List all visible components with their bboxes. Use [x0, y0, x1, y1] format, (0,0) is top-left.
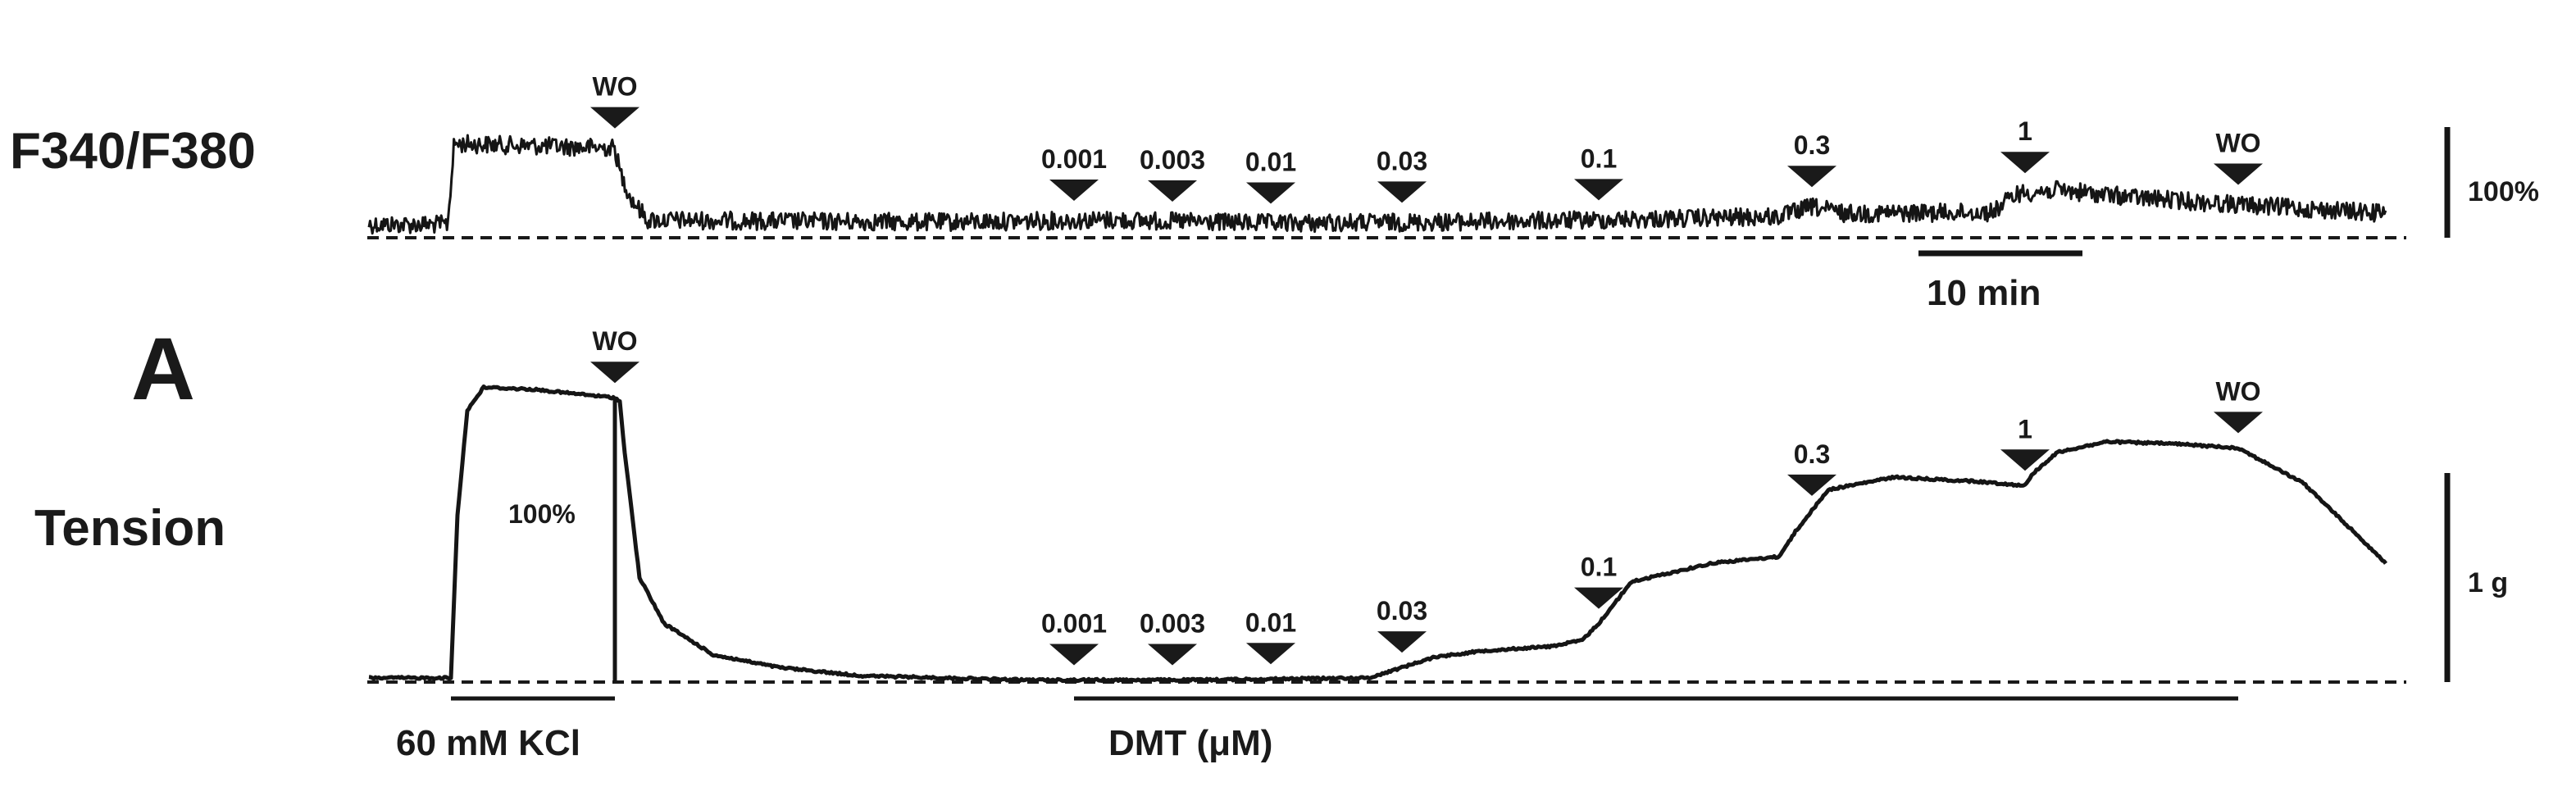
tension-marker-label-4: 0.03 — [1377, 596, 1427, 626]
f340-marker-label-4: 0.03 — [1377, 146, 1427, 175]
tension-scale-label: 1 g — [2468, 567, 2508, 598]
response-label: 100% — [508, 499, 576, 529]
f340-marker-label-7: 1 — [2018, 116, 2032, 146]
tension-marker-arrow-6 — [1787, 474, 1836, 496]
tension-marker-arrow-3 — [1246, 643, 1295, 665]
panel-label: A — [131, 319, 195, 418]
f340-marker-label-1: 0.001 — [1041, 144, 1107, 174]
f340-marker-label-0: WO — [592, 72, 637, 102]
tension-marker-arrow-1 — [1049, 644, 1099, 666]
dmt-treatment-label: DMT (μM) — [1108, 723, 1272, 763]
f340-trace — [367, 134, 2387, 235]
tension-marker-label-7: 1 — [2018, 414, 2032, 444]
f340-marker-arrow-1 — [1049, 179, 1099, 201]
tension-trace — [368, 384, 2388, 684]
f340-marker-label-2: 0.003 — [1140, 145, 1205, 175]
tension-marker-label-6: 0.3 — [1794, 439, 1830, 469]
tension-marker-arrow-7 — [2000, 449, 2050, 471]
tension-marker-label-3: 0.01 — [1245, 607, 1296, 637]
f340-markers: WO 0.001 0.003 0.01 0.03 0.1 0.3 1 WO — [590, 72, 2263, 204]
f340-marker-label-6: 0.3 — [1794, 130, 1830, 160]
f340-marker-arrow-5 — [1574, 179, 1623, 201]
f340-marker-arrow-2 — [1148, 180, 1197, 202]
f340-marker-arrow-3 — [1246, 182, 1295, 204]
f340-ylabel: F340/F380 — [10, 123, 256, 180]
kcl-treatment-label: 60 mM KCl — [396, 723, 580, 763]
tension-marker-arrow-4 — [1377, 631, 1427, 653]
tension-marker-label-0: WO — [592, 326, 637, 356]
f340-marker-arrow-4 — [1377, 181, 1427, 203]
f340-marker-arrow-8 — [2214, 163, 2263, 185]
tension-marker-label-5: 0.1 — [1581, 553, 1617, 582]
f340-marker-label-5: 0.1 — [1581, 143, 1617, 173]
tension-marker-label-1: 0.001 — [1041, 608, 1107, 638]
tension-marker-arrow-5 — [1574, 587, 1623, 609]
tension-marker-arrow-0 — [590, 362, 639, 384]
tension-marker-label-8: WO — [2215, 376, 2260, 406]
f340-scale-label: 100% — [2468, 176, 2539, 207]
f340-marker-arrow-7 — [2000, 152, 2050, 174]
tension-marker-arrow-2 — [1148, 644, 1197, 666]
f340-marker-arrow-0 — [590, 107, 639, 129]
tension-markers: WO 0.001 0.003 0.01 0.03 0.1 0.3 1 WO — [590, 326, 2263, 666]
tension-marker-label-2: 0.003 — [1140, 608, 1205, 638]
f340-marker-label-8: WO — [2215, 129, 2260, 158]
tension-marker-arrow-8 — [2214, 412, 2263, 434]
f340-marker-label-3: 0.01 — [1245, 147, 1296, 176]
time-scale-label: 10 min — [1927, 273, 2041, 313]
f340-marker-arrow-6 — [1787, 166, 1836, 188]
tension-ylabel: Tension — [34, 500, 225, 557]
